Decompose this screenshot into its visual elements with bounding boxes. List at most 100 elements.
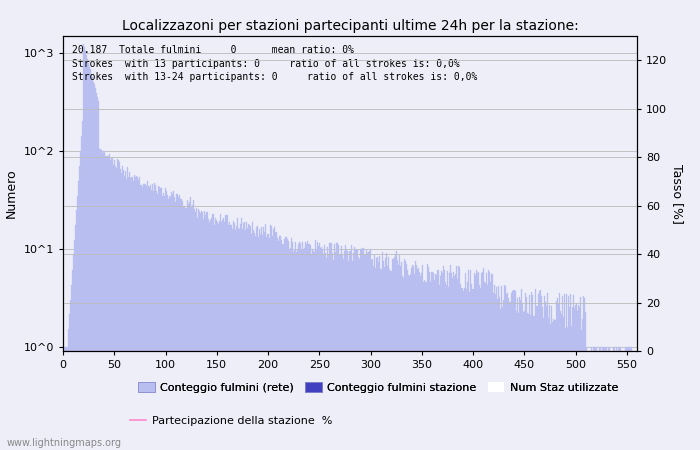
Bar bbox=[284, 239, 285, 450]
Bar bbox=[556, 298, 558, 450]
Bar bbox=[115, 166, 116, 450]
Bar bbox=[437, 270, 438, 450]
Bar bbox=[152, 184, 153, 450]
Bar bbox=[515, 310, 517, 450]
Bar bbox=[99, 149, 100, 450]
Bar bbox=[119, 162, 120, 450]
Bar bbox=[442, 273, 443, 450]
Bar bbox=[530, 315, 531, 450]
Bar bbox=[430, 282, 431, 450]
Bar bbox=[118, 160, 119, 450]
Bar bbox=[468, 270, 470, 450]
Bar bbox=[464, 288, 466, 450]
Bar bbox=[453, 272, 454, 450]
Bar bbox=[338, 245, 339, 450]
Bar bbox=[493, 293, 494, 450]
Bar bbox=[498, 286, 499, 450]
Bar bbox=[322, 248, 323, 450]
Bar bbox=[289, 250, 290, 450]
Bar bbox=[194, 208, 195, 450]
Bar bbox=[548, 319, 550, 450]
Bar bbox=[312, 249, 313, 450]
Bar bbox=[165, 189, 166, 450]
Y-axis label: Numero: Numero bbox=[5, 169, 18, 218]
Bar bbox=[418, 267, 419, 450]
Bar bbox=[288, 241, 289, 450]
Bar bbox=[421, 274, 422, 450]
Bar bbox=[258, 237, 259, 450]
Bar bbox=[163, 193, 164, 450]
Bar bbox=[624, 351, 625, 450]
Bar bbox=[104, 156, 106, 450]
Bar bbox=[244, 221, 245, 450]
Bar bbox=[535, 289, 536, 450]
Bar bbox=[309, 245, 311, 450]
Bar bbox=[347, 252, 349, 450]
Bar bbox=[533, 316, 534, 450]
Bar bbox=[466, 289, 468, 450]
Bar bbox=[193, 200, 194, 450]
Bar bbox=[203, 219, 204, 450]
Bar bbox=[486, 284, 488, 450]
Bar bbox=[536, 306, 537, 450]
Bar bbox=[564, 294, 565, 450]
Bar bbox=[188, 202, 190, 450]
Bar bbox=[75, 225, 76, 450]
Bar bbox=[443, 266, 444, 450]
Bar bbox=[324, 245, 325, 450]
Bar bbox=[325, 253, 326, 450]
Bar bbox=[64, 346, 66, 450]
Bar bbox=[375, 268, 376, 450]
Bar bbox=[307, 241, 309, 450]
Bar bbox=[116, 168, 117, 450]
Bar bbox=[391, 259, 393, 450]
Bar bbox=[262, 235, 263, 450]
Bar bbox=[505, 286, 506, 450]
Bar bbox=[514, 291, 515, 450]
Bar bbox=[173, 191, 174, 450]
Bar bbox=[524, 311, 525, 450]
Bar bbox=[328, 256, 329, 450]
Bar bbox=[263, 227, 265, 450]
Bar bbox=[102, 153, 104, 450]
Bar bbox=[206, 212, 207, 450]
Bar bbox=[353, 253, 354, 450]
Bar bbox=[458, 266, 459, 450]
Bar bbox=[296, 252, 297, 450]
Bar bbox=[276, 238, 278, 450]
Bar bbox=[452, 278, 453, 450]
Bar bbox=[544, 296, 545, 450]
Bar bbox=[208, 219, 209, 450]
Bar bbox=[132, 177, 133, 450]
Bar bbox=[245, 230, 246, 450]
Bar bbox=[272, 230, 274, 450]
Bar bbox=[625, 346, 626, 450]
Bar bbox=[357, 251, 358, 450]
Bar bbox=[614, 346, 615, 450]
Bar bbox=[512, 291, 514, 450]
Bar bbox=[159, 188, 160, 450]
Bar bbox=[94, 84, 95, 450]
Bar bbox=[265, 224, 267, 450]
Bar bbox=[581, 330, 582, 450]
Bar bbox=[413, 266, 414, 450]
Bar bbox=[131, 177, 132, 450]
Bar bbox=[589, 351, 590, 450]
Bar bbox=[334, 243, 335, 450]
Bar bbox=[374, 255, 375, 450]
Bar bbox=[157, 194, 158, 450]
Bar bbox=[398, 265, 399, 450]
Bar bbox=[354, 247, 355, 450]
Bar bbox=[500, 309, 501, 450]
Bar bbox=[444, 283, 446, 450]
Bar bbox=[156, 191, 157, 450]
Bar bbox=[179, 195, 181, 450]
Bar bbox=[497, 299, 498, 450]
Bar bbox=[363, 248, 364, 450]
Bar bbox=[415, 261, 416, 450]
Bar bbox=[238, 228, 239, 450]
Bar bbox=[526, 297, 527, 450]
Bar bbox=[164, 196, 165, 450]
Bar bbox=[577, 311, 578, 450]
Bar bbox=[68, 329, 69, 450]
